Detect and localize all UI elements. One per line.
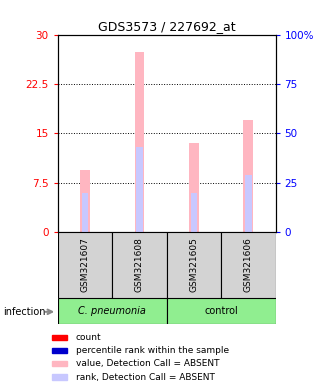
Bar	[191, 193, 197, 232]
Bar	[167, 298, 276, 324]
Bar	[82, 193, 88, 232]
Title: GDS3573 / 227692_at: GDS3573 / 227692_at	[98, 20, 236, 33]
Bar	[52, 374, 68, 380]
Bar	[58, 298, 167, 324]
Bar	[52, 361, 68, 366]
Bar	[189, 143, 199, 232]
Bar	[136, 147, 143, 232]
Text: C. pneumonia: C. pneumonia	[78, 306, 146, 316]
Text: value, Detection Call = ABSENT: value, Detection Call = ABSENT	[76, 359, 219, 368]
Bar	[135, 52, 144, 232]
Bar	[167, 232, 221, 298]
Bar	[112, 232, 167, 298]
Text: GSM321606: GSM321606	[244, 238, 253, 292]
Bar	[244, 120, 253, 232]
Text: infection: infection	[3, 307, 46, 317]
Text: GSM321607: GSM321607	[81, 238, 89, 292]
Bar	[245, 175, 251, 232]
Text: control: control	[204, 306, 238, 316]
Bar	[58, 232, 112, 298]
Text: GSM321605: GSM321605	[189, 238, 198, 292]
Bar	[221, 232, 276, 298]
Bar	[80, 170, 90, 232]
Bar	[52, 348, 68, 353]
Text: count: count	[76, 333, 102, 342]
Bar	[52, 334, 68, 340]
Text: rank, Detection Call = ABSENT: rank, Detection Call = ABSENT	[76, 373, 215, 382]
Text: percentile rank within the sample: percentile rank within the sample	[76, 346, 229, 355]
Text: GSM321608: GSM321608	[135, 238, 144, 292]
